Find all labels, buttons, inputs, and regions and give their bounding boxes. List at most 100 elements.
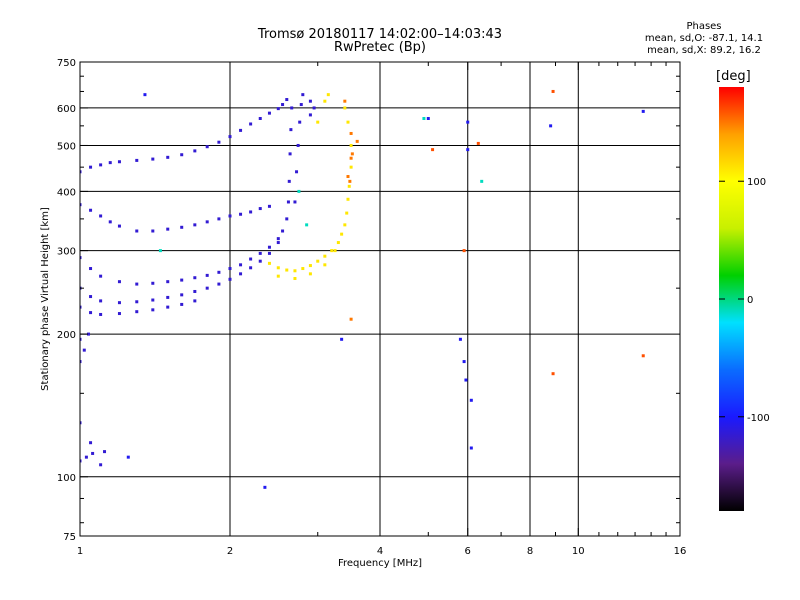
data-point xyxy=(476,141,480,145)
data-point xyxy=(89,267,93,271)
data-point xyxy=(89,165,93,169)
colorbar-tick-label: -100 xyxy=(747,413,770,424)
data-point xyxy=(276,241,280,245)
gridlines xyxy=(80,62,680,536)
data-point xyxy=(205,286,209,290)
data-point xyxy=(151,298,155,302)
data-point xyxy=(193,299,197,303)
data-point xyxy=(349,317,353,321)
data-point xyxy=(276,237,280,241)
data-point xyxy=(345,211,349,215)
y-tick-label: 300 xyxy=(57,247,76,258)
data-point xyxy=(289,128,293,132)
data-point xyxy=(330,249,334,253)
phases-mean-x: mean, sd,X: 89.2, 16.2 xyxy=(647,45,761,56)
data-point xyxy=(285,217,289,221)
y-tick-label: 400 xyxy=(57,187,76,198)
data-point xyxy=(258,116,262,120)
data-point xyxy=(89,311,93,315)
data-point xyxy=(258,251,262,255)
data-point xyxy=(193,289,197,293)
data-point xyxy=(355,139,359,143)
data-point xyxy=(422,116,426,120)
data-point xyxy=(323,254,327,258)
data-point xyxy=(228,277,232,281)
data-point xyxy=(297,189,301,193)
y-axis-label: Stationary phase Virtual Height [km] xyxy=(40,207,51,391)
data-point xyxy=(308,113,312,117)
data-point xyxy=(180,302,184,306)
colorbar-ticks: 100 0 -100 xyxy=(719,177,770,424)
data-point xyxy=(349,156,353,160)
data-point xyxy=(343,99,347,103)
data-point xyxy=(348,179,352,183)
data-point xyxy=(276,107,280,111)
colorbar-tick-label: 0 xyxy=(747,295,753,306)
x-axis-label: Frequency [MHz] xyxy=(337,558,423,569)
data-point xyxy=(549,124,553,128)
x-tick-label: 1 xyxy=(77,546,83,557)
data-point xyxy=(431,148,435,152)
data-point xyxy=(323,99,327,103)
y-tick-label: 200 xyxy=(57,330,76,341)
data-point xyxy=(99,463,103,467)
data-point xyxy=(258,207,262,211)
data-point xyxy=(346,197,350,201)
data-point xyxy=(295,170,299,174)
data-point xyxy=(166,295,170,299)
data-point xyxy=(347,184,351,188)
data-point xyxy=(293,269,297,273)
data-point xyxy=(80,360,82,364)
data-point xyxy=(80,305,82,309)
data-point xyxy=(166,155,170,159)
data-point xyxy=(117,312,121,316)
y-tick-label: 100 xyxy=(57,473,76,484)
data-point xyxy=(82,348,86,352)
y-tick-label: 75 xyxy=(63,532,76,543)
data-point xyxy=(80,203,82,207)
data-point xyxy=(108,161,112,165)
data-point xyxy=(117,224,121,228)
data-point xyxy=(193,223,197,227)
data-point xyxy=(249,266,253,270)
data-point xyxy=(298,120,302,124)
data-point xyxy=(466,120,470,124)
data-point xyxy=(301,267,305,271)
data-point xyxy=(323,263,327,267)
data-point xyxy=(166,305,170,309)
data-point xyxy=(193,149,197,153)
data-point xyxy=(340,232,344,236)
data-point xyxy=(462,360,466,364)
data-point xyxy=(166,227,170,231)
data-point xyxy=(641,354,645,358)
data-points xyxy=(80,89,645,489)
data-point xyxy=(108,220,112,224)
data-point xyxy=(281,103,285,107)
data-point xyxy=(299,103,303,107)
data-point xyxy=(239,263,243,267)
data-point xyxy=(180,293,184,297)
data-point xyxy=(135,158,139,162)
data-point xyxy=(285,268,289,272)
data-point xyxy=(205,273,209,277)
data-point xyxy=(276,266,280,270)
data-point xyxy=(469,446,473,450)
data-point xyxy=(117,280,121,284)
data-point xyxy=(308,272,312,276)
data-point xyxy=(346,120,350,124)
data-point xyxy=(135,300,139,304)
data-point xyxy=(312,106,316,110)
data-point xyxy=(180,278,184,282)
data-point xyxy=(217,217,221,221)
data-point xyxy=(99,274,103,278)
data-point xyxy=(249,257,253,261)
data-point xyxy=(89,441,93,445)
data-point xyxy=(316,120,320,124)
data-point xyxy=(91,451,95,455)
data-point xyxy=(267,204,271,208)
data-point xyxy=(205,220,209,224)
x-tick-label: 10 xyxy=(572,546,585,557)
data-point xyxy=(228,135,232,139)
data-point xyxy=(340,337,344,341)
